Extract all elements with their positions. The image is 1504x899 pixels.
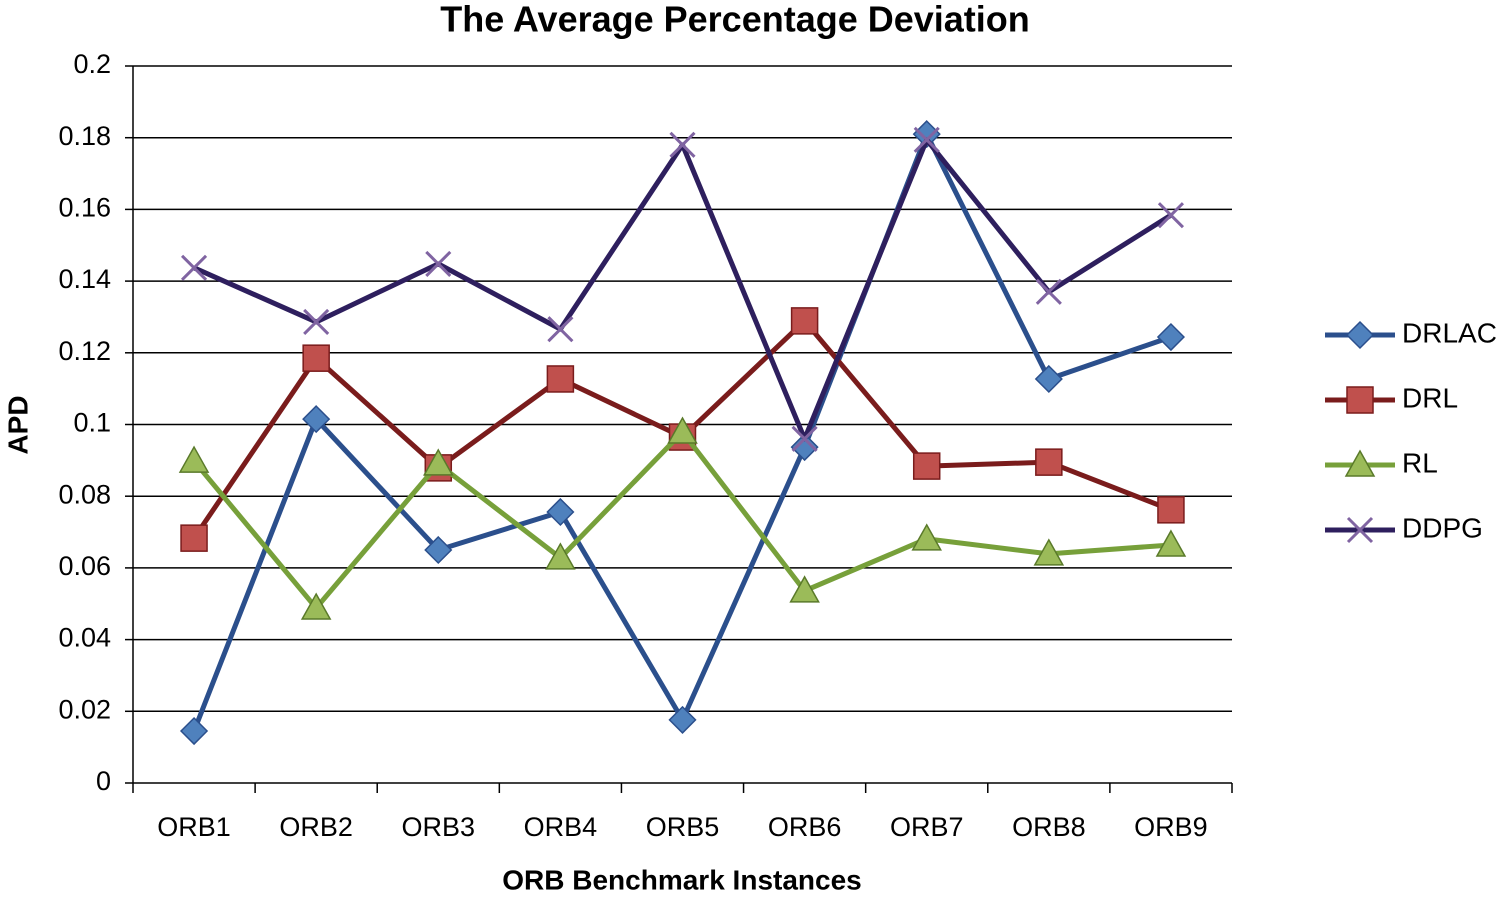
x-axis-label: ORB Benchmark Instances <box>502 864 861 895</box>
marker <box>912 452 941 480</box>
marker <box>1034 364 1063 394</box>
marker <box>179 716 209 746</box>
marker <box>668 705 697 734</box>
legend-label: DRL <box>1402 382 1458 413</box>
x-tick-label: ORB2 <box>279 812 353 842</box>
y-tick-label: 0.16 <box>58 193 111 223</box>
y-tick-label: 0.12 <box>58 336 111 366</box>
legend-label: DRLAC <box>1402 317 1497 348</box>
marker <box>1157 496 1185 524</box>
marker <box>546 365 575 393</box>
marker <box>424 535 453 565</box>
series-line <box>192 429 1172 611</box>
marker <box>425 250 452 277</box>
marker <box>545 542 576 570</box>
y-axis-label: APD <box>2 395 33 454</box>
marker <box>302 405 331 434</box>
marker <box>911 523 943 551</box>
marker <box>422 448 454 476</box>
marker <box>300 592 332 620</box>
marker <box>790 433 819 462</box>
x-tick-label: ORB6 <box>768 812 842 842</box>
y-tick-label: 0.08 <box>58 479 111 509</box>
series-line <box>193 137 1173 442</box>
chart-title: The Average Percentage Deviation <box>440 0 1030 40</box>
x-tick-label: ORB5 <box>646 812 720 842</box>
marker <box>1346 516 1374 544</box>
x-tick-label: ORB3 <box>402 812 476 842</box>
marker <box>667 416 698 444</box>
marker <box>1346 386 1374 414</box>
marker <box>180 524 208 552</box>
y-tick-label: 0.04 <box>58 623 111 653</box>
marker <box>791 425 818 452</box>
marker <box>1344 449 1376 477</box>
legend-label: DDPG <box>1402 512 1483 543</box>
marker <box>789 575 820 603</box>
marker <box>1155 529 1187 557</box>
y-tick-label: 0.2 <box>73 49 111 79</box>
x-tick-label: ORB8 <box>1012 812 1086 842</box>
marker <box>1156 322 1186 352</box>
marker <box>1035 448 1063 476</box>
marker <box>547 316 574 343</box>
marker <box>303 308 330 336</box>
x-tick-label: ORB1 <box>157 812 231 842</box>
marker <box>546 497 575 527</box>
legend-label: RL <box>1402 447 1438 478</box>
marker <box>913 126 940 153</box>
marker <box>1345 320 1375 350</box>
marker <box>178 445 210 473</box>
marker <box>1033 538 1065 566</box>
y-tick-label: 0.06 <box>58 551 111 581</box>
marker <box>669 131 696 158</box>
x-tick-label: ORB4 <box>524 812 598 842</box>
y-tick-label: 0.02 <box>58 694 111 724</box>
y-tick-label: 0.18 <box>58 121 111 151</box>
y-tick-label: 0 <box>96 766 111 796</box>
y-tick-label: 0.14 <box>58 264 111 294</box>
marker <box>180 254 208 281</box>
y-tick-label: 0.1 <box>73 408 111 438</box>
marker <box>1157 202 1185 229</box>
marker <box>1035 278 1062 305</box>
marker <box>790 307 819 335</box>
marker <box>302 344 330 372</box>
x-tick-label: ORB9 <box>1134 812 1208 842</box>
x-tick-label: ORB7 <box>890 812 964 842</box>
